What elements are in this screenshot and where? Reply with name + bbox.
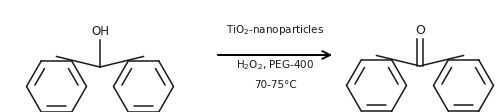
Text: 70-75°C: 70-75°C bbox=[254, 80, 296, 90]
Text: H$_2$O$_2$, PEG-400: H$_2$O$_2$, PEG-400 bbox=[236, 58, 314, 72]
Text: TiO$_2$-nanoparticles: TiO$_2$-nanoparticles bbox=[226, 23, 324, 37]
Text: OH: OH bbox=[91, 25, 109, 38]
Text: O: O bbox=[415, 24, 425, 37]
